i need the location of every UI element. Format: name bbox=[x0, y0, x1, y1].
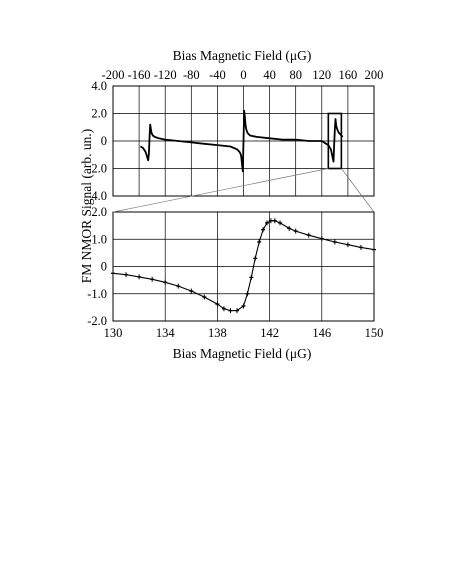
top-x-tick-label: 40 bbox=[263, 68, 276, 82]
top-x-tick-label: -120 bbox=[154, 68, 177, 82]
bottom-x-tick-label: 142 bbox=[260, 326, 279, 340]
top-x-tick-label: -80 bbox=[183, 68, 200, 82]
bottom-y-tick-label: 2.0 bbox=[91, 205, 107, 219]
zoom-connector-right bbox=[341, 168, 375, 213]
top-x-tick-label: -40 bbox=[209, 68, 226, 82]
bottom-y-tick-label: 0 bbox=[101, 260, 107, 274]
bottom-x-axis-label: Bias Magnetic Field (μG) bbox=[173, 346, 312, 361]
bottom-x-tick-label: 134 bbox=[156, 326, 176, 340]
top-y-tick-label: -2.0 bbox=[87, 162, 107, 176]
bottom-series-line bbox=[112, 220, 375, 312]
top-plot-frame bbox=[112, 85, 375, 197]
top-x-tick-label: 160 bbox=[339, 68, 358, 82]
zoom-box bbox=[327, 112, 343, 170]
zoom-connector-left bbox=[112, 168, 329, 213]
bottom-x-tick-label: 150 bbox=[365, 326, 384, 340]
bottom-panel: 130 134 138 142 146 150 -2.0 -1.0 0 1.0 2.0 bbox=[87, 205, 383, 340]
top-y-tick-label: 4.0 bbox=[91, 79, 107, 93]
top-y-tick-label: 2.0 bbox=[91, 107, 107, 121]
top-x-tick-label: 80 bbox=[289, 68, 302, 82]
top-x-tick-label: 120 bbox=[312, 68, 331, 82]
bottom-plot-frame bbox=[112, 211, 375, 322]
bottom-y-tick-label: -2.0 bbox=[87, 314, 107, 328]
top-series-line bbox=[139, 109, 344, 173]
bottom-x-tick-label: 146 bbox=[312, 326, 331, 340]
bottom-x-tick-label: 130 bbox=[104, 326, 123, 340]
top-y-tick-label: 0 bbox=[101, 134, 107, 148]
bottom-y-tick-label: 1.0 bbox=[91, 232, 107, 246]
bottom-y-tick-label: -1.0 bbox=[87, 287, 107, 301]
top-x-axis-label: Bias Magnetic Field (μG) bbox=[173, 48, 312, 63]
top-x-tick-label: 0 bbox=[240, 68, 246, 82]
top-x-tick-label: 200 bbox=[365, 68, 384, 82]
top-x-tick-label: -200 bbox=[102, 68, 125, 82]
y-axis-label: FM NMOR Signal (arb. un.) bbox=[79, 129, 94, 284]
zoom-connector-lines bbox=[112, 168, 375, 213]
top-y-tick-label: -4.0 bbox=[87, 189, 107, 203]
top-x-tick-label: -160 bbox=[128, 68, 151, 82]
bottom-x-tick-label: 138 bbox=[208, 326, 227, 340]
top-panel: -200 -160 -120 -80 -40 0 40 80 120 160 200 -4.0 -2.0… bbox=[87, 68, 383, 203]
